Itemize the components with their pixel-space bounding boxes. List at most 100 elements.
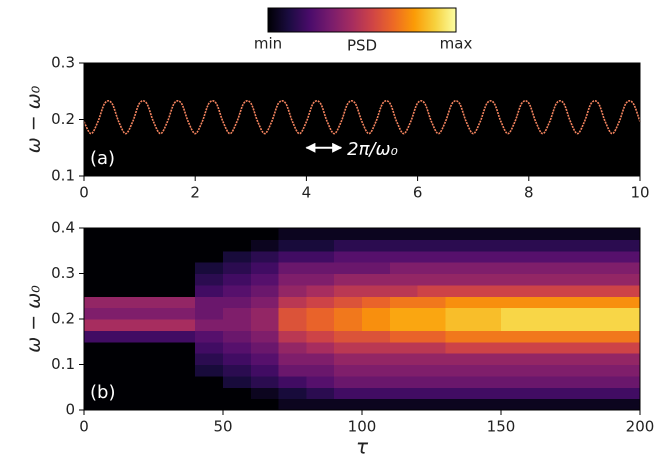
heat-cell <box>528 330 558 343</box>
heat-cell <box>473 296 502 309</box>
heat-cell <box>584 273 613 286</box>
heat-cell <box>250 330 280 343</box>
heat-cell <box>167 398 196 411</box>
heat-cell <box>584 375 613 388</box>
heat-cell <box>556 353 585 365</box>
heat-cell <box>111 398 141 411</box>
heat-cell <box>111 284 141 297</box>
heat-cell <box>473 341 502 354</box>
heat-cell <box>139 375 168 388</box>
heat-cell <box>528 273 558 286</box>
heat-cell <box>417 273 446 286</box>
heat-cell <box>250 307 280 320</box>
heat-cell <box>417 330 446 343</box>
heat-cell <box>501 330 530 343</box>
heat-cell <box>306 250 335 263</box>
heat-cell <box>556 273 585 286</box>
heat-cell <box>584 353 613 365</box>
heat-cell <box>362 250 391 263</box>
heat-cell <box>501 375 530 388</box>
heat-cell <box>334 228 363 240</box>
heat-cell <box>250 239 280 252</box>
heat-cell <box>445 239 474 252</box>
heat-cell <box>278 330 307 343</box>
y-tick-label: 0.3 <box>51 264 75 282</box>
heat-cell <box>306 364 335 377</box>
heat-cell <box>362 262 391 274</box>
heat-cell <box>528 319 558 331</box>
heat-cell <box>167 307 196 320</box>
heat-cell <box>223 319 252 331</box>
heat-cell <box>306 273 335 286</box>
heat-cell <box>612 353 641 365</box>
heat-cell <box>334 307 363 320</box>
heat-cell <box>334 353 363 365</box>
heat-cell <box>223 296 252 309</box>
x-tick-label: 2 <box>190 184 200 202</box>
y-tick-label: 0.2 <box>51 110 75 128</box>
heat-cell <box>612 375 641 388</box>
heat-cell <box>417 353 446 365</box>
heat-cell <box>111 375 141 388</box>
heat-cell <box>473 330 502 343</box>
heat-cell <box>556 307 585 320</box>
heat-cell <box>501 341 530 354</box>
heat-cell <box>250 364 280 377</box>
x-tick-label: 200 <box>626 418 655 436</box>
heat-cell <box>362 398 391 411</box>
heat-cell <box>362 364 391 377</box>
heat-cell <box>389 364 419 377</box>
heat-cell <box>445 307 474 320</box>
heat-cell <box>445 228 474 240</box>
heat-cell <box>556 296 585 309</box>
heat-cell <box>473 307 502 320</box>
heat-cell <box>278 353 307 365</box>
heat-cell <box>111 239 141 252</box>
heat-cell <box>167 330 196 343</box>
x-tick-label: 50 <box>213 418 232 436</box>
heat-cell <box>223 262 252 274</box>
heat-cell <box>445 319 474 331</box>
heat-cell <box>84 353 113 365</box>
heat-cell <box>445 387 474 400</box>
heat-cell <box>306 228 335 240</box>
heat-cell <box>528 228 558 240</box>
heat-cell <box>84 398 113 411</box>
heat-cell <box>139 307 168 320</box>
heat-cell <box>195 319 224 331</box>
heat-cell <box>306 341 335 354</box>
heat-cell <box>306 387 335 400</box>
heat-cell <box>195 284 224 297</box>
heat-cell <box>417 341 446 354</box>
heat-cell <box>389 296 419 309</box>
heat-cell <box>389 319 419 331</box>
heat-cell <box>111 364 141 377</box>
heat-cell <box>223 387 252 400</box>
heat-cell <box>556 398 585 411</box>
heat-cell <box>556 228 585 240</box>
heat-cell <box>195 375 224 388</box>
heat-cell <box>584 284 613 297</box>
heat-cell <box>167 250 196 263</box>
x-tick-label: 8 <box>524 184 534 202</box>
heat-cell <box>167 273 196 286</box>
panel-label: (b) <box>90 382 115 403</box>
heat-cell <box>195 398 224 411</box>
heat-cell <box>84 364 113 377</box>
heat-cell <box>250 284 280 297</box>
heat-cell <box>111 228 141 240</box>
heat-cell <box>84 239 113 252</box>
colorbar-label: PSD <box>347 37 377 55</box>
heat-cell <box>528 398 558 411</box>
heat-cell <box>389 250 419 263</box>
heat-cell <box>195 341 224 354</box>
heat-cell <box>84 307 113 320</box>
y-tick-label: 0.2 <box>51 310 75 328</box>
x-tick-label: 100 <box>348 418 377 436</box>
heat-cell <box>473 273 502 286</box>
heat-cell <box>139 284 168 297</box>
signal-line <box>83 99 641 135</box>
heat-cell <box>195 330 224 343</box>
heat-cell <box>334 262 363 274</box>
x-tick-label: 150 <box>487 418 516 436</box>
